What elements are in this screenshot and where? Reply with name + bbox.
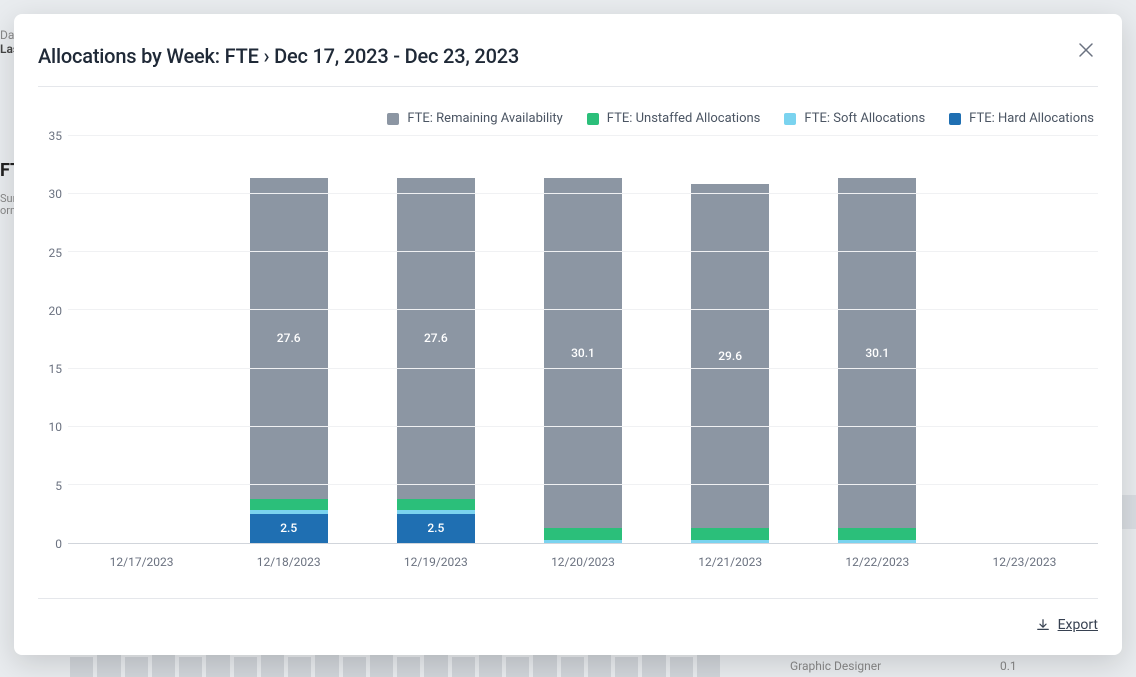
download-icon <box>1036 618 1050 632</box>
chart-column: 12/20/202330.1 <box>509 136 656 543</box>
legend-label: FTE: Soft Allocations <box>804 111 925 126</box>
legend-label: FTE: Hard Allocations <box>969 111 1094 126</box>
bar-value-label: 27.6 <box>424 331 448 345</box>
bar-segment-unstaffed <box>838 528 916 540</box>
legend-label: FTE: Unstaffed Allocations <box>607 111 761 126</box>
y-tick-label: 20 <box>49 304 63 318</box>
gridline <box>68 309 1098 310</box>
y-tick-label: 5 <box>55 479 62 493</box>
close-icon <box>1078 42 1094 58</box>
bar-segment-unstaffed <box>544 528 622 540</box>
x-tick-label: 12/17/2023 <box>68 555 215 569</box>
y-tick-label: 0 <box>55 537 62 551</box>
y-tick-label: 15 <box>49 362 63 376</box>
chart-column: 12/19/20232.527.6 <box>362 136 509 543</box>
gridline <box>68 368 1098 369</box>
bar-stack[interactable]: 30.1 <box>544 178 622 543</box>
x-tick-label: 12/18/2023 <box>215 555 362 569</box>
legend-item[interactable]: FTE: Soft Allocations <box>784 111 925 126</box>
legend-item[interactable]: FTE: Hard Allocations <box>949 111 1094 126</box>
chart-column: 12/22/202330.1 <box>804 136 951 543</box>
chart-column: 12/18/20232.527.6 <box>215 136 362 543</box>
x-tick-label: 12/22/2023 <box>804 555 951 569</box>
gridline <box>68 251 1098 252</box>
gridline <box>68 135 1098 136</box>
y-tick-label: 25 <box>49 246 63 260</box>
y-axis: 05101520253035 <box>38 136 66 544</box>
close-button[interactable] <box>1074 38 1098 62</box>
legend-swatch <box>387 113 399 125</box>
y-tick-label: 10 <box>49 420 63 434</box>
chart-plot: 12/17/202312/18/20232.527.612/19/20232.5… <box>68 136 1098 544</box>
export-label: Export <box>1058 617 1098 633</box>
chart-column: 12/21/202329.6 <box>657 136 804 543</box>
bar-segment-remaining: 27.6 <box>397 178 475 499</box>
bar-value-label: 30.1 <box>571 346 595 360</box>
bar-stack[interactable]: 30.1 <box>838 178 916 543</box>
export-button[interactable]: Export <box>1036 617 1098 633</box>
chart-column: 12/17/2023 <box>68 136 215 543</box>
legend-swatch <box>587 113 599 125</box>
bar-stack[interactable]: 2.5 27.6 <box>250 178 328 543</box>
bar-segment-remaining: 29.6 <box>691 184 769 528</box>
bar-value-label: 27.6 <box>277 331 301 345</box>
bar-segment-unstaffed <box>691 528 769 540</box>
bar-value-label: 30.1 <box>865 346 889 360</box>
bar-segment-soft <box>544 540 622 543</box>
backdrop-role-label: Graphic Designer <box>790 659 881 673</box>
gridline <box>68 426 1098 427</box>
gridline <box>68 193 1098 194</box>
y-tick-label: 30 <box>49 187 63 201</box>
chart-legend: FTE: Remaining Availability FTE: Unstaffe… <box>38 87 1098 136</box>
chart-columns: 12/17/202312/18/20232.527.612/19/20232.5… <box>68 136 1098 543</box>
x-tick-label: 12/19/2023 <box>362 555 509 569</box>
bar-value-label: 29.6 <box>718 349 742 363</box>
x-tick-label: 12/23/2023 <box>951 555 1098 569</box>
bar-segment-remaining: 30.1 <box>838 178 916 528</box>
x-tick-label: 12/21/2023 <box>657 555 804 569</box>
bar-value-label: 2.5 <box>280 521 297 535</box>
chart-column: 12/23/2023 <box>951 136 1098 543</box>
modal-title: Allocations by Week: FTE › Dec 17, 2023 … <box>38 44 1098 68</box>
bar-segment-remaining: 30.1 <box>544 178 622 528</box>
legend-swatch <box>784 113 796 125</box>
bar-segment-unstaffed <box>397 499 475 511</box>
legend-label: FTE: Remaining Availability <box>407 111 562 126</box>
bar-segment-hard: 2.5 <box>250 514 328 543</box>
chart-area: 05101520253035 12/17/202312/18/20232.527… <box>38 136 1098 574</box>
bar-value-label: 2.5 <box>427 521 444 535</box>
bar-segment-hard: 2.5 <box>397 514 475 543</box>
bar-stack[interactable]: 2.5 27.6 <box>397 178 475 543</box>
bar-segment-remaining: 27.6 <box>250 178 328 499</box>
bar-segment-soft <box>838 540 916 543</box>
legend-item[interactable]: FTE: Unstaffed Allocations <box>587 111 761 126</box>
bar-segment-soft <box>691 540 769 543</box>
bar-segment-unstaffed <box>250 499 328 511</box>
bar-stack[interactable]: 29.6 <box>691 184 769 543</box>
x-tick-label: 12/20/2023 <box>509 555 656 569</box>
allocations-modal: Allocations by Week: FTE › Dec 17, 2023 … <box>14 14 1122 655</box>
backdrop-role-value: 0.1 <box>1000 659 1017 673</box>
gridline <box>68 484 1098 485</box>
legend-item[interactable]: FTE: Remaining Availability <box>387 111 562 126</box>
modal-footer: Export <box>38 599 1098 633</box>
legend-swatch <box>949 113 961 125</box>
y-tick-label: 35 <box>49 129 63 143</box>
